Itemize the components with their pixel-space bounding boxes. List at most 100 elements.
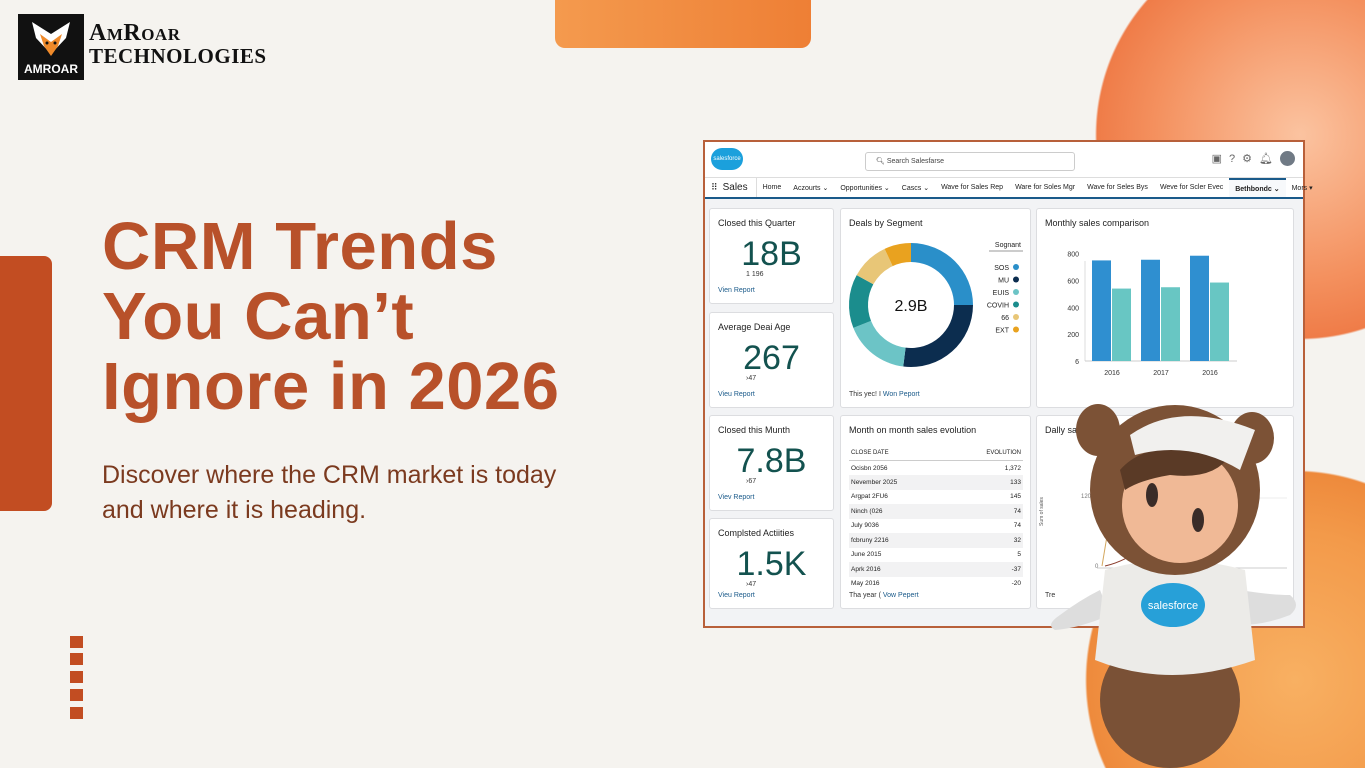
donut-slice-COVIH[interactable] (849, 275, 874, 328)
bar[interactable] (1210, 282, 1229, 361)
app-name: Sales (722, 182, 748, 193)
kpi-title: Complsted Actiities (718, 528, 795, 538)
evolution-value: -20 (1011, 580, 1021, 588)
bar[interactable] (1190, 255, 1209, 361)
nav-tab[interactable]: Cascs ⌄ (901, 184, 930, 192)
evolution-value: 32 (947, 533, 1023, 548)
evolution-value: 1,372 (1004, 464, 1021, 472)
table-row[interactable]: fcbruny 2216 32 (849, 533, 1023, 548)
salesforce-logo[interactable]: salesforce (711, 148, 743, 170)
table-row[interactable]: May 2016 -20 (849, 577, 1023, 592)
kpi-title: Average Deai Age (718, 322, 791, 332)
evolution-value: 133 (947, 475, 1023, 490)
title-line: CRM Trends (102, 209, 498, 284)
monthly-sales-card: Monthly sales comparison 6 200 400 600 800 20… (1036, 208, 1294, 408)
legend-swatch (1013, 276, 1019, 283)
table-row[interactable]: Ninch (026 74 (849, 504, 1023, 519)
kpi-card: Average Deai Age 267 ›47 Vieu Report (709, 312, 834, 408)
y-tick-label: 200 (1067, 332, 1079, 339)
view-report-link[interactable]: Vieu Report (718, 391, 755, 398)
x-tick-label: 2016 (1202, 370, 1218, 377)
legend-label: 66 (1001, 315, 1009, 322)
evolution-value: -37 (947, 562, 1023, 577)
decor-square (70, 707, 83, 719)
bell-icon[interactable]: 🔔︎ (1259, 153, 1273, 165)
view-report-link[interactable]: Vieu Report (718, 592, 755, 599)
nav-tab[interactable]: Wave for Seles Bys (1087, 184, 1148, 191)
table-row[interactable]: Argpat 2FU6 145 (849, 490, 1023, 505)
kpi-sub: ›47 (746, 581, 757, 588)
view-report-link[interactable]: Won Peport (882, 391, 920, 398)
nav-tab[interactable]: Bethbondc ⌄ (1229, 178, 1286, 197)
close-date: Aprk 2016 (849, 562, 948, 577)
app-launcher[interactable]: ⠿ Sales (705, 178, 757, 197)
kpi-card: Complsted Actiities 1.5K ›47 Vieu Report (709, 518, 834, 609)
view-report-link[interactable]: Vien Report (718, 287, 755, 294)
table-row[interactable]: July 9036 74 (849, 519, 1023, 534)
donut-slice-EXT[interactable] (884, 243, 911, 267)
view-report-link[interactable]: Viev Report (718, 494, 755, 501)
brand-name-line1: AmRoar (89, 20, 181, 46)
avatar-icon[interactable] (1280, 151, 1295, 166)
nav-tab[interactable]: Mors ▾ (1291, 184, 1313, 192)
legend-label: EUIS (993, 290, 1010, 297)
bar[interactable] (1112, 288, 1131, 361)
table-row[interactable]: June 2015 5 (849, 548, 1023, 563)
donut-slice-EUIS[interactable] (853, 320, 906, 367)
nav-tab[interactable]: Wave for Sales Rep (941, 184, 1004, 191)
bar-chart: 6 200 400 600 800 2016 2017 2016 (1067, 252, 1237, 377)
mascot-image: salesforce (1051, 404, 1296, 768)
kpi-sub: ›47 (746, 375, 757, 382)
decor-square (70, 653, 83, 665)
brand-name: AmRoar TECHNOLOGIES (89, 20, 267, 68)
evolution-table: CLOSE DATE EVOLUTION Ocisbn 2056 1,372 Nev… (849, 446, 1023, 591)
donut-slice-MU[interactable] (903, 305, 973, 367)
nav-tab[interactable]: Aczourts ⌄ (793, 184, 829, 192)
column-header[interactable]: EVOLUTION (947, 446, 1023, 461)
close-date: Argpat 2FU6 (851, 493, 888, 501)
table-row[interactable]: Aprk 2016 -37 (849, 562, 1023, 577)
table-row[interactable]: Ocisbn 2056 1,372 (849, 461, 1023, 476)
y-tick-label: 800 (1067, 252, 1079, 259)
y-tick: 120m (1081, 494, 1097, 500)
lion-icon (32, 22, 70, 56)
donut-slice-SOS[interactable] (911, 243, 973, 305)
close-date: Ocisbn 2056 (851, 464, 888, 472)
search-input[interactable]: 🔍︎ Search Salesfarse (865, 152, 1075, 171)
bar[interactable] (1141, 259, 1160, 361)
nav-tab[interactable]: Home (762, 184, 782, 191)
dashboard-header: salesforce 🔍︎ Search Salesfarse ▣ ? ⚙ 🔔︎ (705, 142, 1303, 177)
close-date: Ninch (026 (849, 504, 948, 519)
nav-tab[interactable]: Opportunities ⌄ (840, 184, 890, 192)
evolution-value: 74 (1013, 522, 1021, 530)
brand-name-line2: TECHNOLOGIES (89, 44, 267, 68)
nav-tab[interactable]: Weve for Scler Evec (1159, 184, 1224, 191)
legend-title: Sognant (995, 242, 1021, 249)
donut-center-value: 2.9B (895, 298, 928, 315)
hero-subtitle: Discover where the CRM market is today a… (102, 458, 556, 528)
close-date: July 9036 (851, 522, 879, 530)
legend-swatch (1013, 289, 1019, 295)
legend-label: MU (998, 278, 1009, 285)
search-placeholder: Search Salesfarse (886, 158, 945, 165)
kpi-sub: 1 196 (746, 271, 764, 278)
y-tick: 0 (1095, 564, 1099, 570)
gear-icon[interactable]: ⚙ (1242, 153, 1253, 165)
close-date: May 2016 (851, 580, 880, 588)
view-report-link[interactable]: Vow Pepert (882, 592, 919, 599)
kpi-title: Closed this Munth (718, 425, 791, 435)
title-line: Ignore in 2026 (102, 349, 560, 424)
bar[interactable] (1161, 287, 1180, 361)
app-icon[interactable]: ▣ (1211, 153, 1223, 165)
legend-label: SOS (994, 265, 1009, 272)
decor-top-bar (555, 0, 811, 48)
close-date: fcbruny 2216 (849, 533, 948, 548)
bar[interactable] (1092, 260, 1111, 361)
donut-slice-66[interactable] (856, 248, 893, 285)
help-icon[interactable]: ? (1229, 152, 1236, 165)
nav-tab[interactable]: Ware for Soles Mgr (1015, 184, 1076, 191)
table-row[interactable]: Nevember 2025 133 (849, 475, 1023, 490)
hero-title: CRM Trends You Can’t Ignore in 2026 (102, 212, 560, 422)
legend-swatch (1013, 326, 1019, 333)
column-header[interactable]: CLOSE DATE (849, 446, 948, 461)
